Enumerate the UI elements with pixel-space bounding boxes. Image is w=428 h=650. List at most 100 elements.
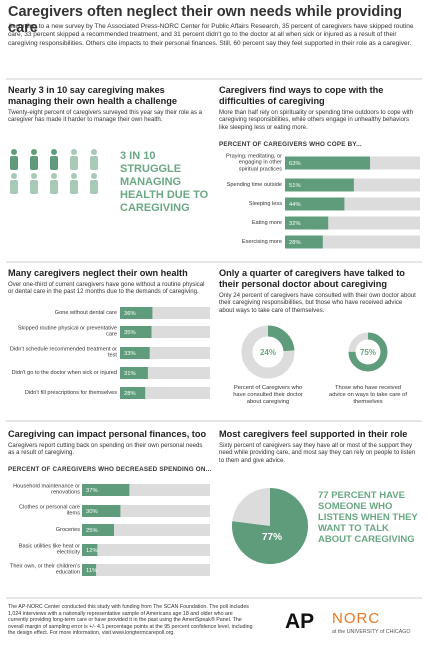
person-head — [11, 149, 17, 155]
ring-arc — [348, 332, 388, 372]
bar — [82, 505, 121, 517]
bar-track — [82, 564, 210, 576]
value-label: 12% — [86, 548, 98, 554]
person-body — [90, 180, 98, 194]
bar-label: Didn't go to the doctor when sick or inj… — [11, 369, 117, 376]
bar-label: Gone without dental care — [54, 309, 117, 316]
bar — [285, 197, 345, 211]
body: Twenty-eight percent of caregivers surve… — [8, 109, 203, 124]
intro: According to a new survey by The Associa… — [8, 23, 414, 47]
ring-arc — [241, 325, 295, 379]
body: Over one-third of current caregivers hav… — [8, 281, 205, 296]
person-body — [50, 180, 58, 194]
person-body — [10, 156, 18, 170]
bar-label: Clothes or personal care items — [19, 504, 80, 517]
body: Sixty percent of caregivers say they hav… — [219, 442, 416, 464]
bar-label: Praying, meditating, or engaging in othe… — [226, 153, 282, 173]
bar — [120, 347, 150, 359]
ring-label: 75% — [360, 348, 376, 357]
person-body — [90, 156, 98, 170]
value-label: 28% — [289, 240, 301, 246]
person-head — [71, 149, 77, 155]
person-body — [70, 156, 78, 170]
person-head — [51, 173, 57, 179]
bar-label: Their own, or their children's education — [9, 563, 80, 576]
bar — [82, 564, 97, 576]
person-body — [30, 156, 38, 170]
value-label: 25% — [86, 528, 98, 534]
bar — [285, 156, 371, 170]
ring-label: 24% — [260, 348, 276, 357]
bar-label: Exercising more — [241, 238, 282, 245]
bar — [285, 178, 354, 192]
heading: Nearly 3 in 10 say caregiving makes mana… — [8, 85, 177, 106]
ring-caption: Percent of Caregivers who have consulted… — [233, 385, 303, 405]
callout: 3 IN 10 STRUGGLE MANAGING HEALTH DUE TO … — [120, 150, 209, 214]
bar-label: Basic utilities like heat or electricity — [18, 543, 80, 556]
value-label: 33% — [124, 351, 136, 357]
person-body — [30, 180, 38, 194]
person-head — [31, 149, 37, 155]
heading: Caregivers find ways to cope with the di… — [219, 85, 384, 106]
value-label: 63% — [289, 161, 301, 167]
ring-caption: Those who have received advice on ways t… — [329, 385, 407, 405]
person-head — [91, 173, 97, 179]
pie-label: 77% — [262, 532, 282, 543]
people-icons — [10, 149, 98, 194]
person-body — [10, 180, 18, 194]
person-head — [91, 149, 97, 155]
bar — [285, 216, 329, 230]
person-body — [50, 156, 58, 170]
bar — [285, 235, 323, 249]
value-label: 31% — [124, 371, 136, 377]
value-label: 36% — [124, 311, 136, 317]
bar — [120, 387, 146, 399]
bar — [82, 524, 114, 536]
person-head — [31, 173, 37, 179]
value-label: 37% — [86, 488, 98, 494]
title: Caregivers often neglect their own needs… — [8, 4, 402, 36]
value-label: 44% — [289, 202, 301, 208]
value-label: 11% — [86, 568, 97, 574]
body: More than half rely on spirituality or s… — [219, 109, 414, 131]
heading: Many caregivers neglect their own health — [8, 268, 188, 278]
bar-label: Sleeping less — [248, 200, 282, 207]
person-head — [71, 173, 77, 179]
bar-track — [82, 544, 210, 556]
callout: 77 PERCENT HAVE SOMEONE WHO LISTENS WHEN… — [318, 490, 418, 545]
chart-title: PERCENT OF CAREGIVERS WHO DECREASED SPEN… — [8, 466, 212, 473]
norc-logo: NORC — [332, 610, 381, 627]
person-head — [51, 149, 57, 155]
footer-text: The AP-NORC Center conducted this study … — [8, 604, 253, 637]
value-label: 35% — [124, 330, 136, 336]
body: Only 24 percent of caregivers have consu… — [219, 292, 416, 314]
pie-slice — [232, 488, 308, 565]
bar-label: Didn't fill prescriptions for themselves — [24, 389, 117, 396]
value-label: 32% — [289, 221, 301, 227]
university: at the UNIVERSITY of CHICAGO — [332, 629, 411, 635]
heading: Only a quarter of caregivers have talked… — [219, 268, 405, 289]
value-label: 51% — [289, 183, 301, 189]
bar — [82, 484, 130, 496]
ap-logo: AP — [285, 610, 315, 633]
bar-label: Didn't schedule recommended treatment or… — [9, 346, 117, 359]
bar — [120, 307, 153, 319]
bar-label: Groceries — [55, 526, 80, 533]
bar-label: Skipped routine physical or preventative… — [17, 325, 117, 338]
value-label: 30% — [86, 509, 98, 515]
bar-label: Eating more — [251, 219, 282, 226]
bar — [82, 544, 98, 556]
body: Caregivers report cutting back on spendi… — [8, 442, 203, 457]
value-label: 28% — [124, 391, 136, 397]
bar-label: Spending time outside — [226, 181, 282, 188]
bar — [120, 326, 152, 338]
bar — [120, 367, 148, 379]
person-head — [11, 173, 17, 179]
bar-label: Household maintenance or renovations — [13, 483, 80, 496]
heading: Caregiving can impact personal finances,… — [8, 429, 207, 439]
chart-title: PERCENT OF CAREGIVERS WHO COPE BY... — [219, 141, 362, 148]
person-body — [70, 180, 78, 194]
heading: Most caregivers feel supported in their … — [219, 429, 408, 439]
